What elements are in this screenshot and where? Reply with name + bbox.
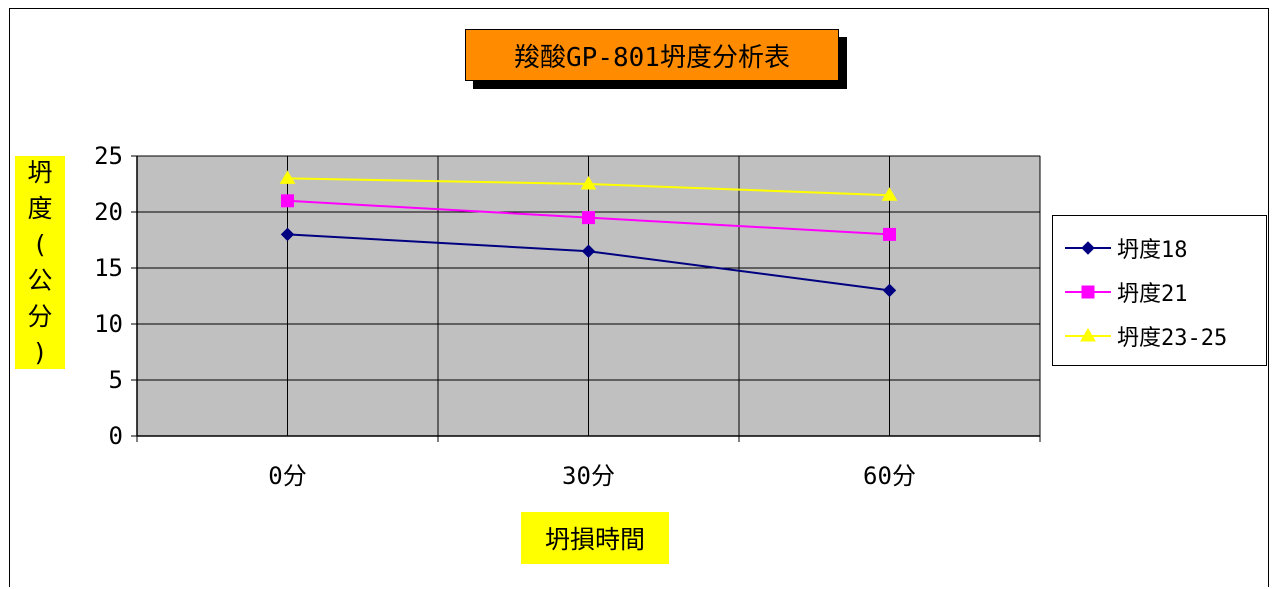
legend-label: 坍度23-25 xyxy=(1117,326,1228,351)
legend-item: 坍度21 xyxy=(1063,272,1188,312)
y-axis-label-char: 度 xyxy=(27,193,53,223)
y-tick-label: 25 xyxy=(94,142,123,170)
y-tick-label: 15 xyxy=(94,254,123,282)
legend-label: 坍度21 xyxy=(1117,282,1188,307)
chart-title: 羧酸GP-801坍度分析表 xyxy=(465,29,839,81)
y-axis-label-char: ) xyxy=(32,337,48,367)
data-point xyxy=(883,227,896,241)
x-tick-label: 30分 xyxy=(562,462,615,490)
data-point xyxy=(882,283,897,298)
y-axis-label-char: 坍 xyxy=(27,157,53,187)
legend-swatch xyxy=(1065,241,1111,255)
legend-swatch xyxy=(1065,285,1111,299)
legend: 坍度18 坍度21 坍度23-25 xyxy=(1052,215,1267,366)
y-tick-label: 10 xyxy=(94,310,123,338)
data-point xyxy=(279,170,296,184)
data-point xyxy=(580,176,597,190)
y-tick-label: 0 xyxy=(109,422,123,450)
y-axis-label-char: 公 xyxy=(27,265,53,295)
data-point xyxy=(281,194,294,208)
data-point xyxy=(280,227,295,242)
x-tick-label: 0分 xyxy=(268,462,306,490)
y-axis-label-char: ( xyxy=(32,229,48,259)
y-axis-label-char: 分 xyxy=(27,301,53,331)
legend-item: 坍度23-25 xyxy=(1063,316,1227,356)
chart-frame xyxy=(9,8,1269,587)
legend-item: 坍度18 xyxy=(1063,228,1188,268)
data-point xyxy=(581,244,596,258)
legend-label: 坍度18 xyxy=(1117,238,1188,263)
y-tick-label: 5 xyxy=(109,366,123,394)
x-axis-label: 坍損時間 xyxy=(521,512,669,564)
y-axis-label: 坍度 ( 公分) xyxy=(15,156,65,369)
y-tick-label: 20 xyxy=(94,198,123,226)
legend-swatch xyxy=(1065,328,1111,342)
x-tick-label: 60分 xyxy=(863,462,916,490)
data-point xyxy=(881,187,898,201)
data-point xyxy=(582,211,595,225)
